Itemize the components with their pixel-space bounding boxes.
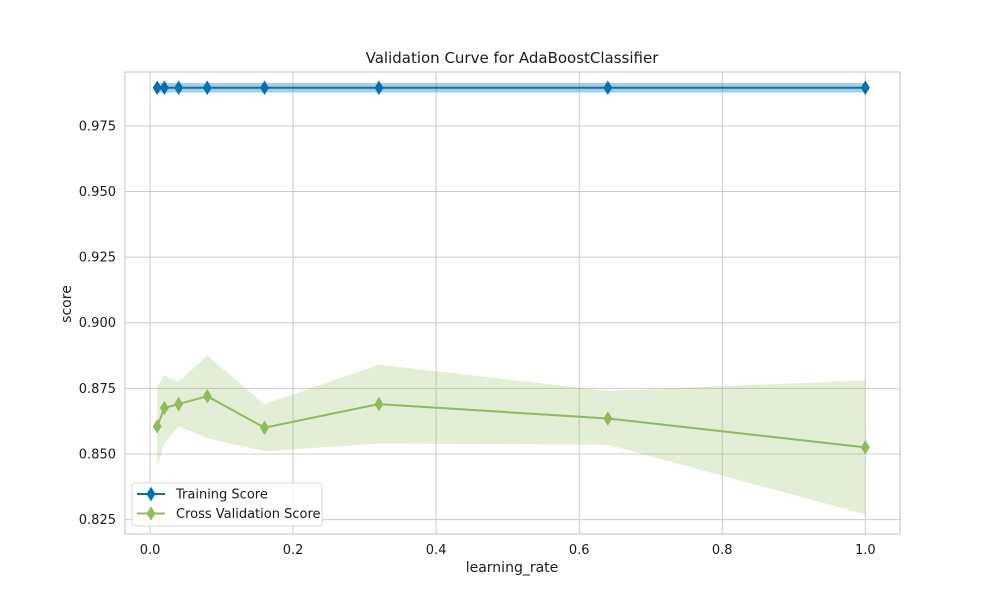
y-tick-label: 0.950 <box>79 185 116 200</box>
legend-marker <box>146 486 156 502</box>
data-point-training <box>174 80 184 96</box>
y-tick-label: 0.925 <box>79 251 116 266</box>
x-tick-label: 0.0 <box>140 543 161 558</box>
x-tick-label: 0.8 <box>712 543 733 558</box>
y-tick-label: 0.850 <box>79 447 116 462</box>
data-point-training <box>260 80 269 96</box>
legend-label: Training Score <box>175 488 268 503</box>
data-point-cross-validation <box>174 396 184 412</box>
x-tick-label: 0.4 <box>426 543 447 558</box>
data-point-cross-validation <box>860 440 870 455</box>
data-point-training <box>159 80 169 96</box>
data-point-training <box>860 80 870 96</box>
data-point-training <box>202 80 212 96</box>
data-point-training <box>374 80 384 96</box>
chart-title: Validation Curve for AdaBoostClassifier <box>366 49 660 67</box>
data-point-cross-validation <box>374 396 384 412</box>
legend-label: Cross Validation Score <box>176 507 321 522</box>
y-tick-label: 0.825 <box>79 513 116 528</box>
data-point-training <box>152 80 162 96</box>
x-tick-label: 0.2 <box>283 543 304 558</box>
x-tick-label: 0.6 <box>569 543 590 558</box>
data-point-cross-validation <box>159 400 169 416</box>
confidence-band-cross-validation <box>157 355 866 515</box>
legend-marker <box>146 506 156 521</box>
legend-box <box>131 482 323 527</box>
data-point-cross-validation <box>202 388 212 404</box>
data-point-cross-validation <box>260 420 269 435</box>
y-tick-label: 0.900 <box>79 316 116 331</box>
data-point-cross-validation <box>152 419 162 434</box>
x-axis-label: learning_rate <box>466 560 559 576</box>
plot-frame <box>124 71 901 535</box>
data-point-cross-validation <box>603 411 613 426</box>
plot-area: 0.0 0.2 0.4 0.6 0.8 1.0 0.825 0.850 0.875 0.900 0.… <box>79 71 901 558</box>
data-point-training <box>603 80 613 96</box>
y-axis-label: score <box>59 285 75 323</box>
y-tick-label: 0.875 <box>79 382 116 397</box>
legend: Training Score Cross Validation Score <box>131 482 323 527</box>
y-tick-label: 0.975 <box>79 119 116 134</box>
x-tick-label: 1.0 <box>855 543 876 558</box>
